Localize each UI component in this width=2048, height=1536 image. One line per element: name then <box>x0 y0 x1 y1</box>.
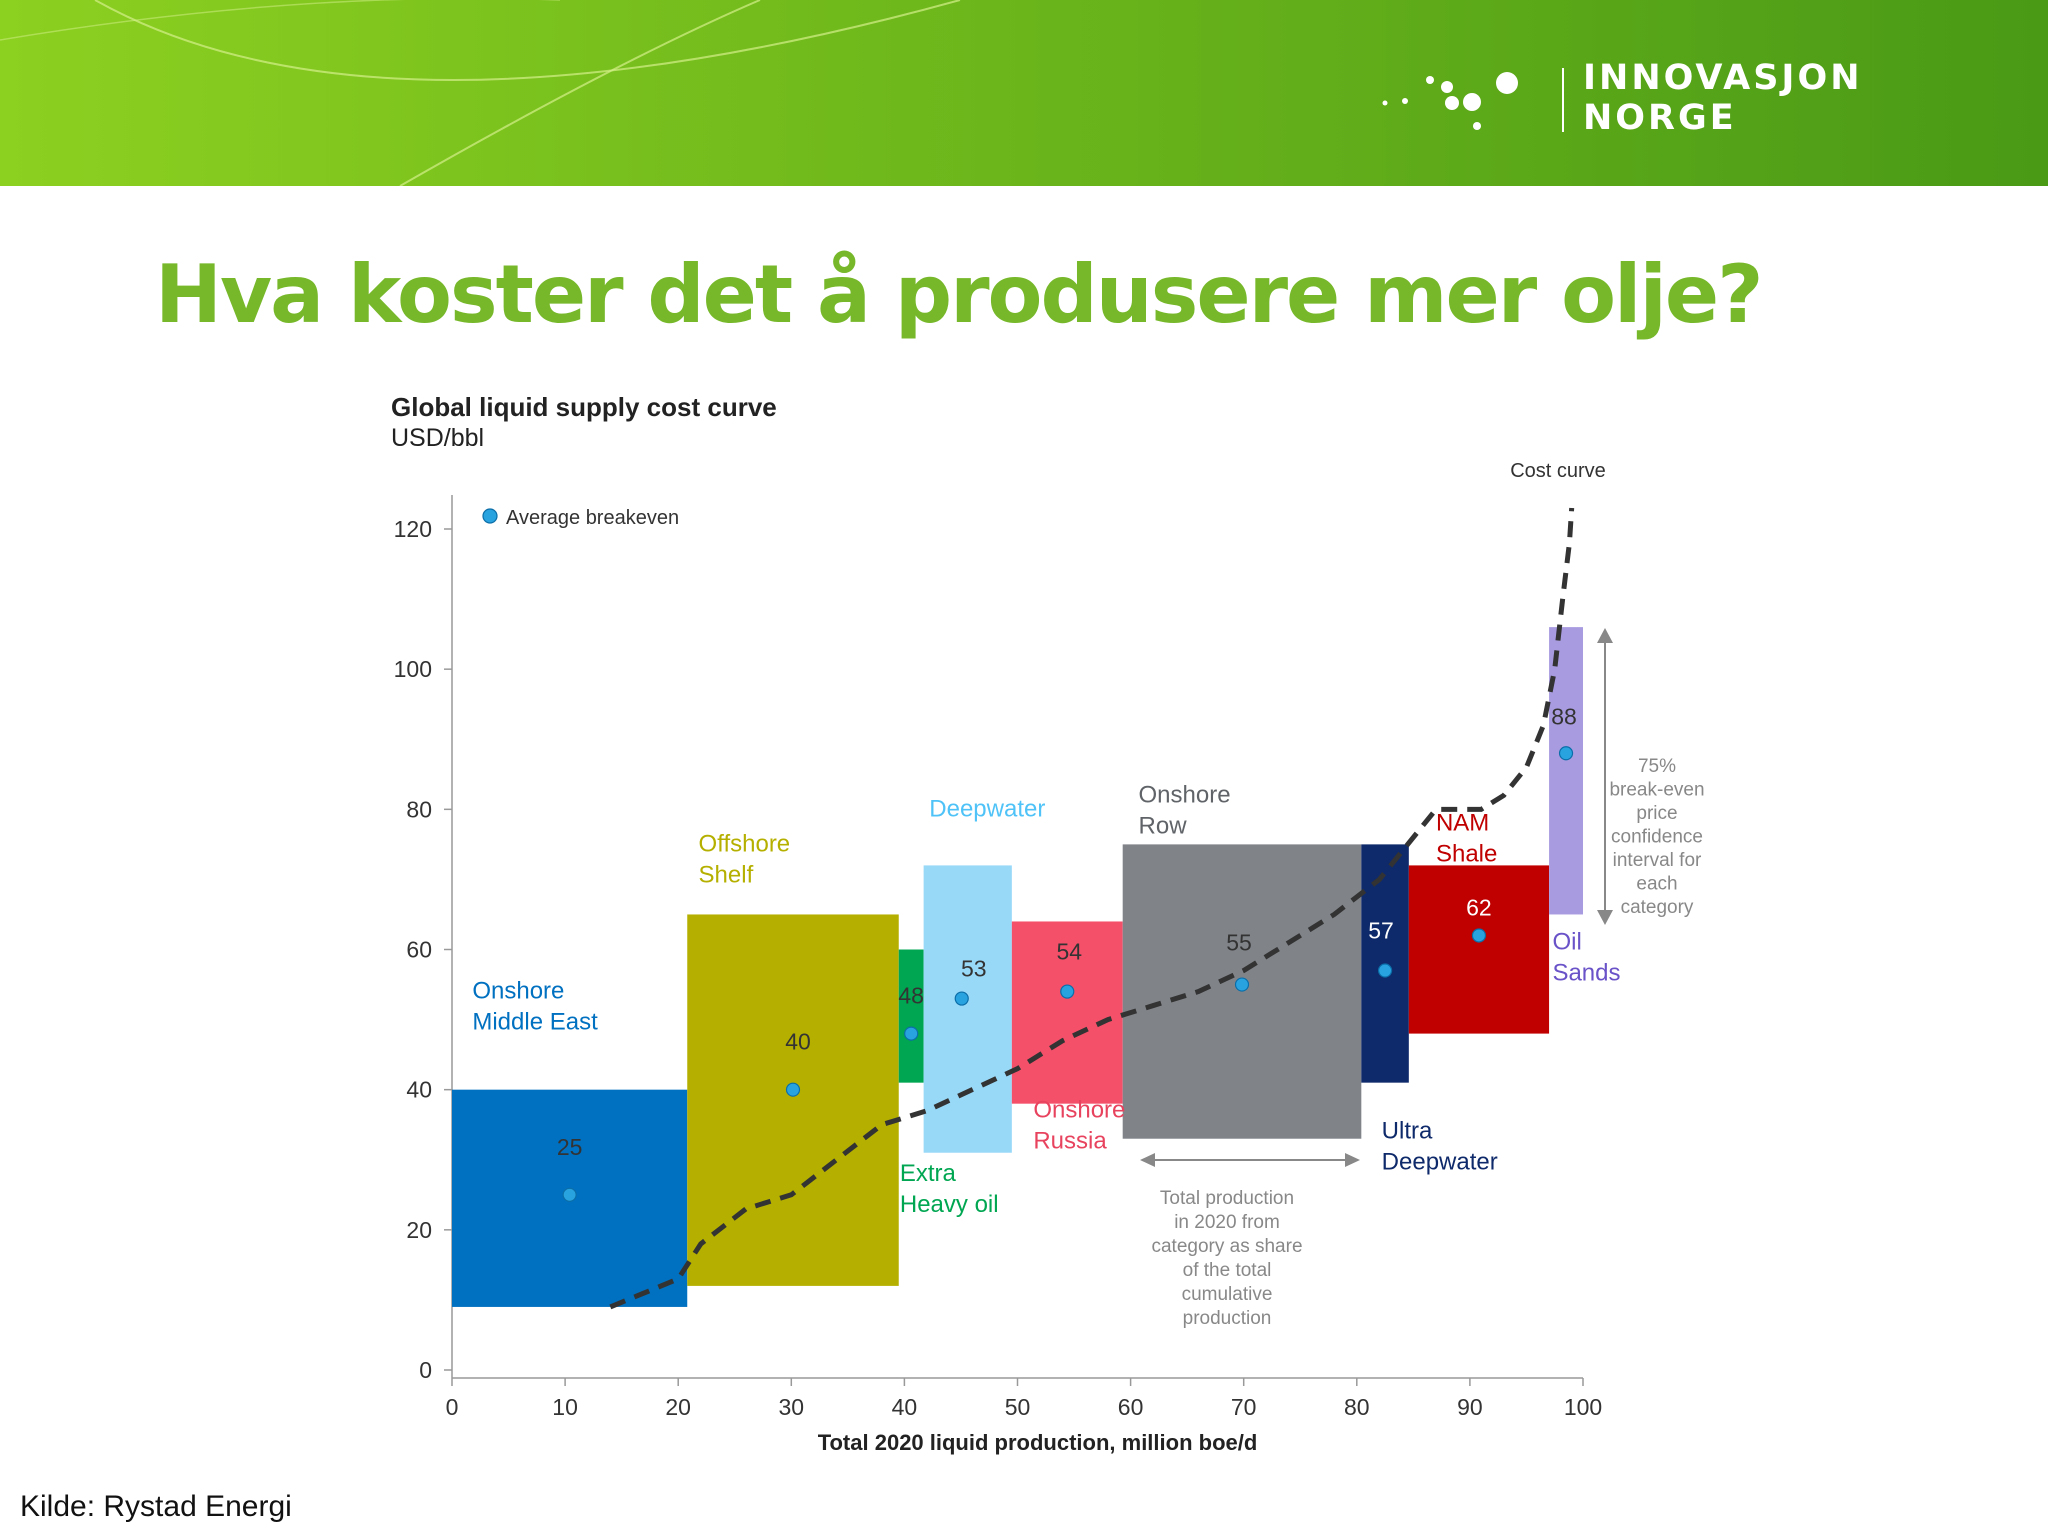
x-tick-label: 80 <box>1344 1394 1370 1420</box>
breakeven-point <box>1060 984 1075 999</box>
category-label: Row <box>1139 812 1188 839</box>
category-label: Offshore <box>699 830 791 857</box>
chart-subtitle: USD/bbl <box>391 424 484 452</box>
x-axis-label: Total 2020 liquid production, million bo… <box>818 1430 1258 1455</box>
production-note-line: in 2020 from <box>1174 1212 1280 1233</box>
confidence-note-line: confidence <box>1611 827 1703 848</box>
bar <box>1549 627 1583 915</box>
breakeven-point <box>1234 977 1250 992</box>
category-label: Shale <box>1436 840 1497 867</box>
legend-marker <box>482 508 498 524</box>
y-tick-label: 20 <box>406 1217 432 1243</box>
breakeven-value: 40 <box>785 1029 811 1055</box>
logo-divider <box>1562 68 1564 132</box>
x-tick-label: 50 <box>1005 1394 1031 1420</box>
chart-title: Global liquid supply cost curve <box>391 392 777 422</box>
y-tick-label: 0 <box>419 1357 432 1383</box>
production-note-line: of the total <box>1183 1260 1272 1281</box>
production-note-line: production <box>1183 1308 1272 1329</box>
logo-line1: INNOVASJON <box>1583 58 1863 98</box>
y-tick-label: 120 <box>394 516 432 542</box>
category-label: Ultra <box>1382 1118 1433 1145</box>
x-tick-label: 100 <box>1564 1394 1602 1420</box>
breakeven-value: 55 <box>1226 930 1252 956</box>
breakeven-value: 53 <box>961 956 987 982</box>
breakeven-value: 88 <box>1551 703 1577 729</box>
source-note: Kilde: Rystad Energi <box>20 1490 292 1523</box>
confidence-note-line: break-even <box>1609 780 1704 801</box>
y-tick-label: 80 <box>406 796 432 822</box>
logo: INNOVASJON NORGE <box>1583 58 1863 138</box>
confidence-note-line: each <box>1636 874 1677 895</box>
breakeven-value: 57 <box>1368 918 1394 944</box>
category-label: Deepwater <box>1382 1149 1498 1176</box>
bar <box>898 949 924 1083</box>
category-label: Middle East <box>472 1009 598 1036</box>
category-label: Russia <box>1033 1128 1107 1155</box>
page-title: Hva koster det å produsere mer olje? <box>155 248 1764 341</box>
production-arrow-right <box>1345 1153 1360 1167</box>
x-tick-label: 10 <box>552 1394 578 1420</box>
breakeven-point <box>904 1026 919 1041</box>
category-label: Deepwater <box>929 795 1045 822</box>
cost-curve-label: Cost curve <box>1510 460 1606 482</box>
y-tick-label: 60 <box>406 937 432 963</box>
category-label: Onshore <box>472 978 564 1005</box>
confidence-note-line: interval for <box>1613 850 1702 871</box>
bar <box>923 865 1012 1153</box>
plot-area: 0 20 40 60 80 100 120 0 10 20 30 40 50 60 70 80 90 100 Tot… <box>394 460 1705 1455</box>
y-tick-label: 100 <box>394 656 432 682</box>
x-tick-label: 90 <box>1457 1394 1483 1420</box>
breakeven-value: 62 <box>1466 894 1492 920</box>
production-note-line: category as share <box>1151 1236 1302 1257</box>
breakeven-value: 25 <box>557 1134 583 1160</box>
breakeven-point <box>562 1187 577 1202</box>
category-label: Oil <box>1552 929 1581 956</box>
category-label: Shelf <box>699 861 754 888</box>
category-label: Onshore <box>1033 1097 1125 1124</box>
production-note-line: cumulative <box>1182 1284 1273 1305</box>
x-tick-label: 70 <box>1231 1394 1257 1420</box>
breakeven-point <box>954 991 969 1006</box>
breakeven-point <box>1471 928 1487 943</box>
confidence-note-line: price <box>1636 803 1677 824</box>
category-label: Sands <box>1552 960 1620 987</box>
x-tick-label: 40 <box>892 1394 918 1420</box>
confidence-arrow-down <box>1597 910 1613 925</box>
header-banner <box>0 0 2048 186</box>
y-tick-label: 40 <box>406 1077 432 1103</box>
confidence-note-line: category <box>1621 897 1694 918</box>
bar <box>1011 921 1123 1104</box>
category-label: Onshore <box>1139 781 1231 808</box>
category-label: NAM <box>1436 809 1489 836</box>
production-note-line: Total production <box>1160 1188 1294 1209</box>
confidence-note-line: 75% <box>1638 756 1676 777</box>
breakeven-point <box>785 1082 801 1097</box>
production-arrow-left <box>1140 1153 1155 1167</box>
breakeven-point <box>1377 963 1393 978</box>
legend-label: Average breakeven <box>506 507 679 529</box>
x-tick-label: 20 <box>665 1394 691 1420</box>
cost-curve-line <box>609 507 1575 1310</box>
breakeven-value: 54 <box>1056 939 1082 965</box>
bar <box>1408 865 1550 1034</box>
logo-dots-icon <box>1382 72 1518 130</box>
logo-line2: NORGE <box>1583 98 1737 138</box>
confidence-note: 75% break-even price confidence interval for… <box>1609 756 1704 918</box>
x-tick-label: 30 <box>779 1394 805 1420</box>
category-label: Heavy oil <box>900 1191 999 1218</box>
breakeven-value: 48 <box>898 983 924 1009</box>
confidence-arrow-up <box>1597 628 1613 643</box>
breakeven-point <box>1558 746 1574 761</box>
production-note: Total production in 2020 from category as … <box>1151 1188 1302 1329</box>
category-label: Extra <box>900 1160 957 1187</box>
x-tick-label: 60 <box>1118 1394 1144 1420</box>
x-tick-label: 0 <box>446 1394 459 1420</box>
